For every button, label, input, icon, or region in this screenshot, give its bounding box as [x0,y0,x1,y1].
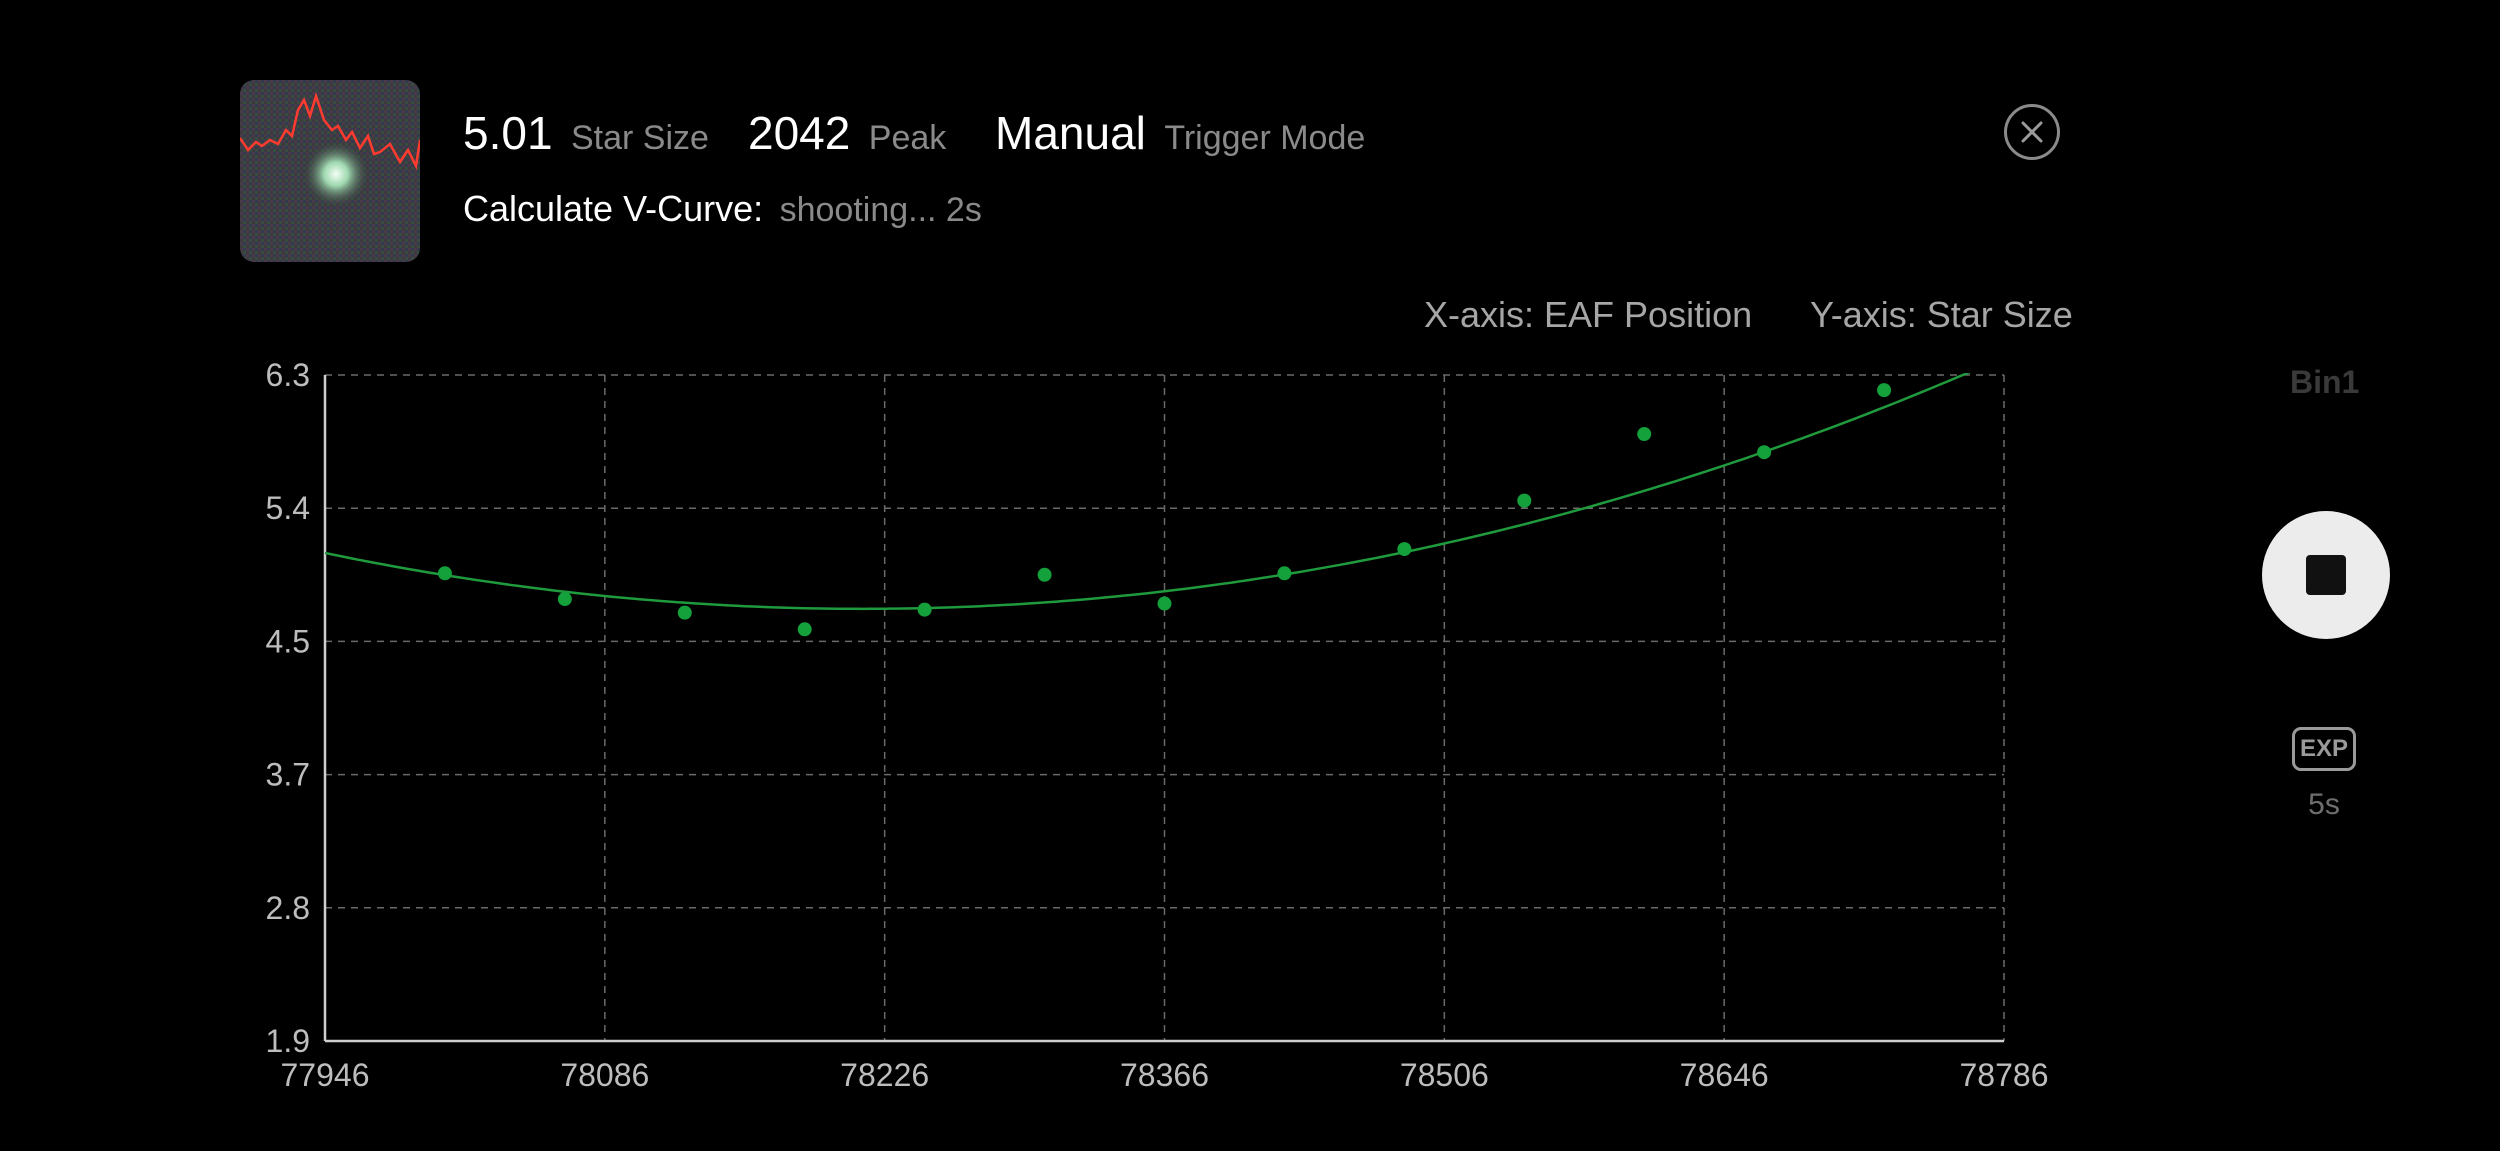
data-point [1517,493,1532,508]
stop-button[interactable] [2262,511,2390,639]
data-point [797,622,812,637]
data-point [1757,445,1772,460]
bin-label[interactable]: Bin1 [2290,364,2360,400]
vcurve-label: Calculate V-Curve: [463,188,764,229]
y-tick-label: 2.8 [266,890,310,926]
vcurve-status: shooting... 2s [779,191,982,229]
exposure-icon[interactable]: EXP [2292,727,2356,771]
y-tick-label: 3.7 [266,757,310,793]
data-point [1637,427,1652,442]
x-tick-label: 78086 [560,1057,649,1093]
peak-value: 2042 [748,107,851,159]
data-point [677,605,692,620]
star-size-value: 5.01 [463,107,553,159]
close-icon [2021,121,2043,143]
star-thumbnail [240,80,420,262]
exposure-value: 5s [2308,788,2340,821]
x-tick-label: 78646 [1680,1057,1769,1093]
data-point [917,602,932,617]
y-tick-label: 1.9 [266,1023,310,1059]
x-tick-label: 78506 [1400,1057,1489,1093]
x-tick-label: 78366 [1120,1057,1209,1093]
vcurve-chart: 77946 78086 78226 78366 78506 78646 78786 6.3 5.… [266,357,2049,1093]
data-point [1397,542,1412,557]
x-tick-label: 77946 [281,1057,370,1093]
y-tick-label: 5.4 [266,490,310,526]
data-point [1877,383,1892,398]
y-axis-description: Y-axis: Star Size [1810,294,2073,335]
trigger-mode-value: Manual [995,107,1146,159]
stop-icon [2306,555,2346,595]
x-tick-label: 78786 [1960,1057,2049,1093]
data-point [1157,596,1172,611]
x-tick-label: 78226 [840,1057,929,1093]
close-button[interactable] [2004,104,2060,160]
data-point [1037,567,1052,582]
star-size-label: Star Size [570,119,709,157]
x-axis-description: X-axis: EAF Position [1424,294,1753,335]
data-point [1277,566,1292,581]
data-point [437,566,452,581]
y-tick-label: 4.5 [266,623,310,659]
peak-label: Peak [868,119,947,157]
data-point [557,592,572,607]
y-tick-label: 6.3 [266,357,310,393]
fit-curve-line [325,373,1971,611]
trigger-mode-label: Trigger Mode [1164,119,1366,157]
